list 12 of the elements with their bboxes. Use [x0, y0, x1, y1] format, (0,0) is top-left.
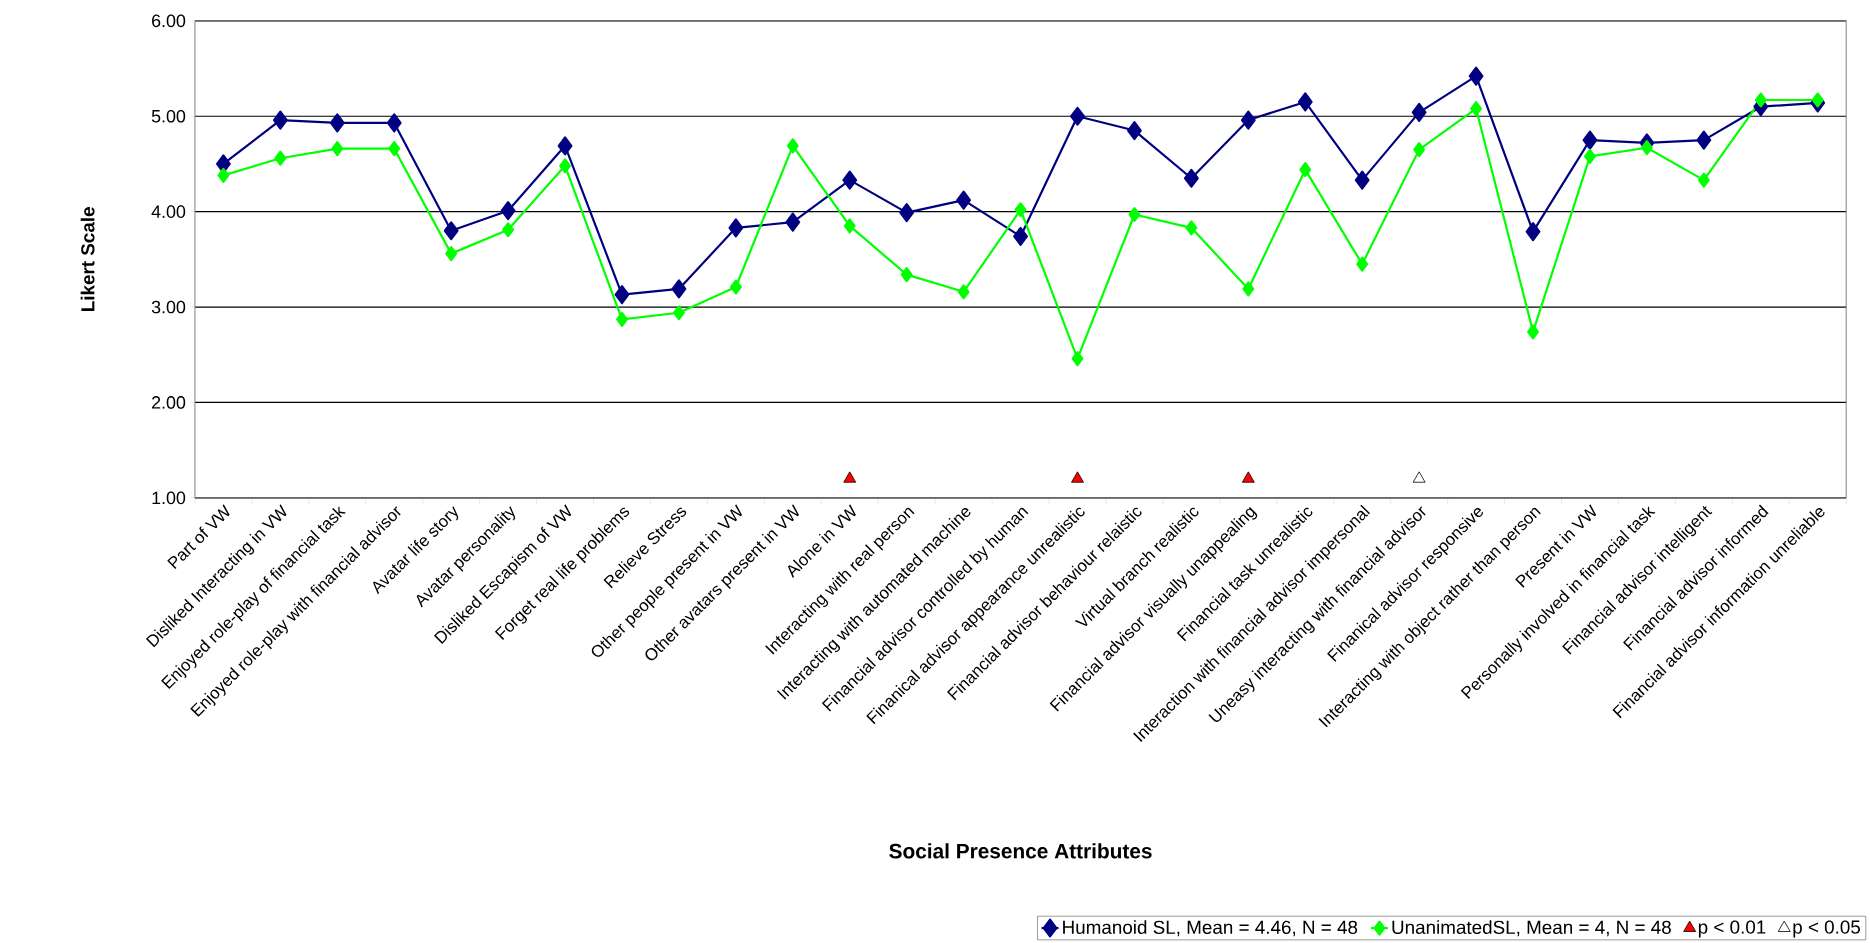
legend-label: p < 0.01: [1698, 920, 1766, 938]
y-tick-label: 6.00: [152, 14, 186, 28]
y-tick-label: 2.00: [152, 396, 186, 409]
legend-label: Humanoid SL, Mean = 4.46, N = 48: [1063, 920, 1358, 937]
legend-label: p < 0.05: [1793, 920, 1861, 938]
y-axis-title: Likert Scale: [80, 207, 95, 311]
y-tick-label: 3.00: [151, 300, 186, 314]
legend-label: UnanimatedSL, Mean = 4, N = 48: [1392, 920, 1671, 937]
y-tick-label: 4.00: [151, 205, 186, 218]
x-axis-title: Social Presence Attributes: [889, 843, 1152, 859]
y-tick-label: 1.00: [152, 491, 186, 505]
y-tick-label: 5.00: [151, 109, 186, 123]
